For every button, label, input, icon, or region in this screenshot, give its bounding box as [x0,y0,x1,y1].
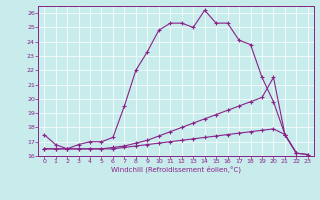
X-axis label: Windchill (Refroidissement éolien,°C): Windchill (Refroidissement éolien,°C) [111,166,241,173]
